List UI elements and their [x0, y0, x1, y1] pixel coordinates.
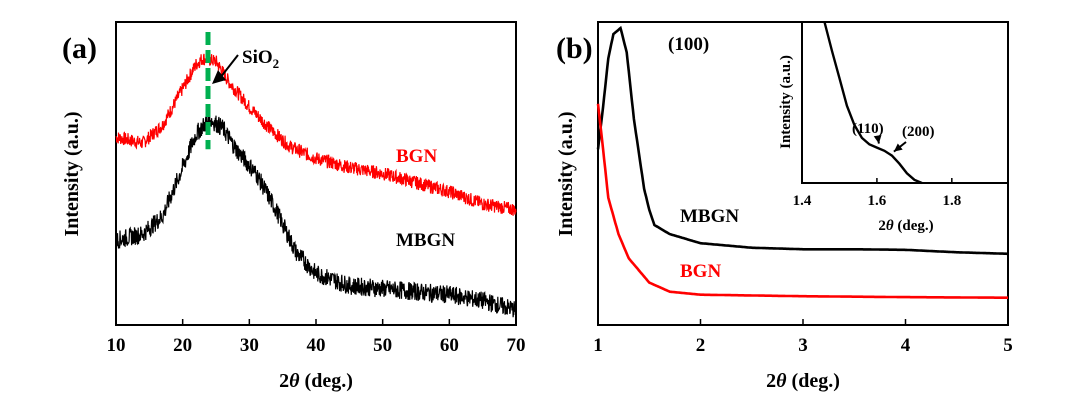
panel-a-frame [115, 21, 517, 326]
inset-x-tick-label-1.8: 1.8 [942, 193, 961, 209]
series-line-mbgn-b [596, 25, 1008, 256]
panel-b-x-ticks: 1 2 3 4 5 [593, 319, 1013, 356]
panel-a-x-tick-label-20: 20 [173, 335, 192, 356]
panel-a-x-tick-label-40: 40 [307, 335, 326, 356]
panel-a-x-tick-label-60: 60 [440, 335, 459, 356]
panel-b-label: (b) [556, 32, 593, 65]
sio2-arrow [219, 54, 239, 79]
panel-a-label: (a) [62, 32, 97, 65]
panel-b-x-tick-label-5: 5 [1003, 335, 1013, 356]
series-label-mbgn-a: MBGN [396, 230, 455, 251]
panel-a-x-tick-label-30: 30 [240, 335, 259, 356]
peak-110-label: (110) [852, 121, 884, 137]
panel-a-x-ticks: 10 20 30 40 50 60 70 [107, 319, 526, 356]
panel-a-x-tick-label-10: 10 [107, 335, 126, 356]
peak-110-arrowhead [873, 134, 882, 144]
inset-series-line-mbgn [823, 21, 923, 185]
inset-y-axis-title: Intensity (a.u.) [778, 55, 794, 149]
sio2-arrowhead [212, 70, 226, 84]
inset-x-tick-label-1.6: 1.6 [868, 193, 887, 209]
panel-a-y-axis-title: Intensity (a.u.) [61, 111, 83, 236]
peak-200-arrowhead [893, 143, 903, 152]
series-line-bgn-a [115, 51, 517, 216]
inset-x-ticks: 1.4 1.6 1.8 [793, 178, 961, 209]
panel-a-x-axis-title: 2θ (deg.) [279, 370, 353, 392]
panel-b-x-tick-label-3: 3 [798, 335, 808, 356]
panel-b-x-axis-title: 2θ (deg.) [766, 370, 840, 392]
panel-b-x-tick-label-2: 2 [696, 335, 706, 356]
series-line-bgn-b [596, 103, 1008, 299]
panel-a-x-tick-label-50: 50 [373, 335, 392, 356]
peak-100-label: (100) [668, 34, 709, 55]
panel-b-y-axis-title: Intensity (a.u.) [555, 111, 577, 236]
inset-series [823, 21, 923, 185]
inset-frame [801, 21, 1009, 184]
panel-a: (a) 10 20 30 40 50 60 70 2θ (deg.) Intensity (… [61, 21, 526, 392]
panel-b-series [596, 25, 1008, 299]
inset-x-axis-title: 2θ (deg.) [878, 218, 933, 234]
series-label-bgn-a: BGN [396, 146, 437, 167]
sio2-label: SiO2 [242, 47, 279, 71]
series-line-mbgn-a [115, 110, 517, 318]
series-label-bgn-b: BGN [680, 261, 721, 282]
panel-b: (b) 1 2 3 4 5 2θ (deg.) Intensity (a.u.) (10… [555, 21, 1013, 392]
panel-a-x-tick-label-70: 70 [507, 335, 526, 356]
peak-200-label: (200) [902, 124, 935, 140]
series-label-mbgn-b: MBGN [680, 206, 739, 227]
inset-x-tick-label-1.4: 1.4 [793, 193, 812, 209]
panel-a-series [115, 51, 517, 318]
panel-b-x-tick-label-4: 4 [901, 335, 911, 356]
panel-b-x-tick-label-1: 1 [593, 335, 603, 356]
panel-b-inset: 1.4 1.6 1.8 2θ (deg.) Intensity (a.u.) (11… [778, 21, 1009, 234]
